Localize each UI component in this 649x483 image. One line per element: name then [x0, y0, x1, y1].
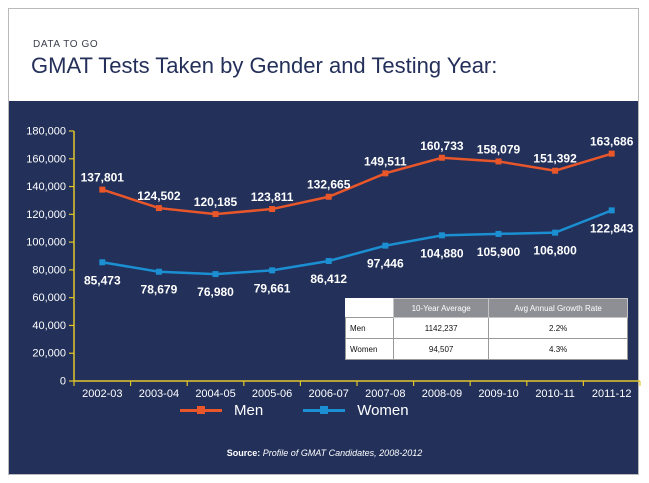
header: DATA TO GO GMAT Tests Taken by Gender an… [9, 9, 638, 101]
y-tick-label: 20,000 [32, 348, 66, 360]
data-point-women [212, 271, 219, 278]
legend-item-women: Women [303, 402, 409, 419]
summary-growth: 2.2% [488, 317, 628, 339]
summary-row-women: Women 94,507 4.3% [345, 338, 628, 360]
legend: Men Women [180, 402, 409, 419]
series-line-women [102, 209, 613, 276]
data-point-women [269, 267, 276, 274]
y-tick-label: 120,000 [26, 209, 66, 221]
data-label-women: 79,661 [254, 281, 291, 295]
data-label-men: 132,665 [307, 178, 351, 192]
data-point-women [495, 230, 502, 237]
x-tick-label: 2011-12 [592, 388, 632, 400]
summary-header-average: 10-Year Average [392, 298, 490, 318]
summary-header-growth: Avg Annual Growth Rate [488, 298, 628, 318]
y-tick-label: 0 [60, 376, 66, 388]
y-tick-label: 160,000 [26, 153, 66, 165]
data-label-women: 97,446 [367, 257, 404, 271]
summary-row-men: Men 1142,237 2.2% [345, 317, 628, 339]
data-label-men: 149,511 [364, 154, 407, 168]
summary-table-header: 10-Year Average Avg Annual Growth Rate [345, 298, 628, 318]
x-tick-label: 2004-05 [195, 388, 235, 400]
summary-row-label: Men [345, 317, 394, 339]
data-label-women: 78,679 [141, 283, 178, 297]
data-label-women: 86,412 [310, 272, 347, 286]
data-label-women: 104,880 [420, 246, 464, 260]
data-point-men [495, 158, 502, 165]
x-tick-label: 2008-09 [422, 388, 462, 400]
data-point-men [552, 167, 559, 174]
data-label-men: 120,185 [194, 195, 238, 209]
data-label-women: 105,900 [477, 245, 521, 259]
source-text: Profile of GMAT Candidates, 2008-2012 [262, 448, 423, 458]
data-point-men [608, 150, 615, 157]
legend-swatch-women [303, 406, 346, 414]
summary-table: 10-Year Average Avg Annual Growth Rate M… [345, 298, 628, 360]
legend-item-men: Men [180, 402, 263, 419]
data-label-men: 163,686 [590, 135, 634, 149]
data-point-men [382, 170, 389, 177]
y-tick-label: 100,000 [26, 237, 66, 249]
summary-average: 94,507 [392, 338, 490, 360]
x-tick-label: 2005-06 [252, 388, 292, 400]
data-point-women [382, 242, 389, 249]
data-label-men: 124,502 [137, 189, 181, 203]
x-tick-label: 2006-07 [309, 388, 349, 400]
y-tick-label: 80,000 [32, 264, 66, 276]
data-point-women [438, 232, 445, 239]
x-tick-label: 2010-11 [535, 388, 575, 400]
summary-average: 1142,237 [392, 317, 490, 339]
data-point-women [155, 268, 162, 275]
summary-table-corner [345, 298, 394, 318]
legend-swatch-men [180, 406, 222, 414]
data-point-men [438, 154, 445, 161]
source-label: Source: [226, 448, 261, 458]
data-label-men: 137,801 [81, 171, 125, 185]
data-point-men [155, 205, 162, 212]
y-tick-label: 180,000 [26, 126, 66, 138]
data-label-men: 151,392 [533, 152, 577, 166]
data-point-women [99, 259, 106, 266]
data-point-men [99, 186, 106, 193]
data-point-men [269, 206, 276, 213]
chart-title: GMAT Tests Taken by Gender and Testing Y… [31, 53, 498, 78]
data-label-women: 106,800 [533, 244, 577, 258]
data-point-women [325, 257, 332, 264]
summary-growth: 4.3% [488, 338, 628, 360]
data-point-men [212, 211, 219, 218]
y-tick-label: 60,000 [32, 292, 66, 304]
data-label-men: 158,079 [477, 142, 521, 156]
data-label-women: 76,980 [197, 285, 234, 299]
data-label-women: 122,843 [590, 221, 634, 235]
summary-row-label: Women [345, 338, 394, 360]
x-tick-label: 2009-10 [478, 388, 518, 400]
x-tick-label: 2007-08 [365, 388, 405, 400]
data-point-women [552, 229, 559, 236]
y-tick-label: 140,000 [26, 181, 66, 193]
series-line-men [101, 152, 613, 216]
kicker-label: DATA TO GO [33, 39, 99, 50]
y-tick-label: 40,000 [32, 320, 66, 332]
data-point-men [325, 193, 332, 200]
data-label-men: 123,811 [251, 190, 294, 204]
legend-label-women: Women [357, 402, 409, 419]
data-point-women [608, 207, 615, 214]
x-tick-label: 2003-04 [139, 388, 179, 400]
legend-label-men: Men [234, 402, 264, 419]
source-note: Source: Profile of GMAT Candidates, 2008… [0, 448, 649, 458]
data-label-women: 85,473 [84, 273, 121, 287]
data-label-men: 160,733 [420, 139, 464, 153]
x-tick-label: 2002-03 [82, 388, 122, 400]
